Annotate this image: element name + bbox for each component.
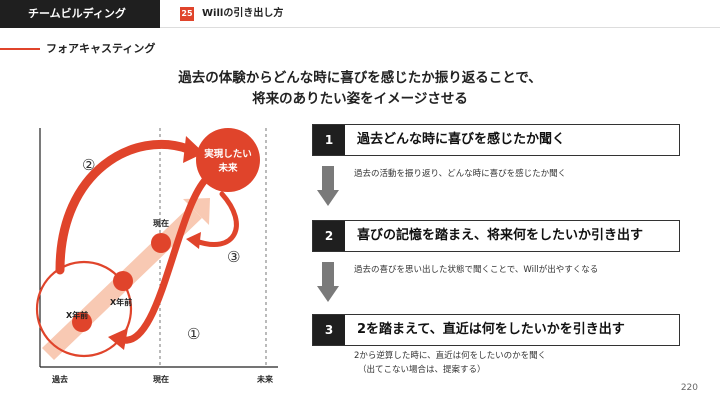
arrow-3-head xyxy=(186,232,201,249)
point-now xyxy=(151,233,171,253)
step-3-description-line-1: 2から逆算した時に、直近は何をしたいのかを聞く xyxy=(354,351,547,361)
slide-title: Willの引き出し方 xyxy=(202,8,284,19)
step-1-description: 過去の活動を振り返り、どんな時に喜びを感じたか聞く xyxy=(354,169,567,179)
future-label-line-1: 実現したい xyxy=(204,148,252,160)
axis-now-label: 現在 xyxy=(153,374,169,384)
step-3-description-line-2: （出てこない場合は、提案する） xyxy=(358,365,486,375)
top-bar: チームビルディング 25 Willの引き出し方 xyxy=(0,0,720,28)
arrow-2-path xyxy=(55,140,193,275)
breadcrumb: 25 Willの引き出し方 xyxy=(160,0,720,28)
forecasting-diagram: 実現したい 未来 現在 X年前 X年前 ② ③ ① 過去 現在 未来 xyxy=(35,128,278,384)
section-title: フォアキャスティング xyxy=(46,42,156,55)
headline-line-1: 過去の体験からどんな時に喜びを感じたか振り返ることで、 xyxy=(178,70,542,86)
axis-past-label: 過去 xyxy=(51,374,68,384)
point-x-years-ago-1 xyxy=(113,271,133,291)
step-1-title: 過去どんな時に喜びを感じたか聞く xyxy=(357,132,566,147)
down-arrow-icon xyxy=(317,262,339,302)
axis-future-label: 未来 xyxy=(256,374,274,384)
section-tab: チームビルディング xyxy=(0,0,160,28)
step-3: 3 2を踏まえて、直近は何をしたいかを引き出す xyxy=(312,314,680,346)
step-2-description: 過去の喜びを思い出した状態で聞くことで、Willが出やすくなる xyxy=(354,265,599,275)
headline: 過去の体験からどんな時に喜びを感じたか振り返ることで、 将来のありたい姿をイメー… xyxy=(0,68,720,110)
down-arrow-icon xyxy=(317,166,339,206)
step-3-title: 2を踏まえて、直近は何をしたいかを引き出す xyxy=(357,322,625,337)
page-number: 220 xyxy=(680,383,698,393)
step-3-number: 3 xyxy=(313,315,345,345)
arrow-1-path xyxy=(116,174,211,344)
point-now-label: 現在 xyxy=(153,218,169,228)
step-2-number: 2 xyxy=(313,221,345,251)
past-focus-circle xyxy=(35,260,133,358)
section-rule xyxy=(0,48,40,50)
headline-line-2: 将来のありたい姿をイメージさせる xyxy=(252,91,468,107)
marker-2: ② xyxy=(82,156,95,174)
slide-number-badge: 25 xyxy=(180,7,194,21)
step-2: 2 喜びの記憶を踏まえ、将来何をしたいか引き出す xyxy=(312,220,680,252)
marker-3: ③ xyxy=(227,248,240,266)
point-x-years-ago-2 xyxy=(72,312,92,332)
arrow-1-head xyxy=(108,328,128,350)
arrow-3-path xyxy=(193,191,239,248)
step-2-title: 喜びの記憶を踏まえ、将来何をしたいか引き出す xyxy=(357,228,644,243)
future-circle xyxy=(196,128,260,192)
arrow-2-head xyxy=(183,136,204,163)
point-x2-label: X年前 xyxy=(66,310,88,320)
future-label-line-2: 未来 xyxy=(217,162,238,174)
point-x1-label: X年前 xyxy=(110,297,132,307)
step-1: 1 過去どんな時に喜びを感じたか聞く xyxy=(312,124,680,156)
marker-1: ① xyxy=(187,325,200,343)
step-1-number: 1 xyxy=(313,125,345,155)
